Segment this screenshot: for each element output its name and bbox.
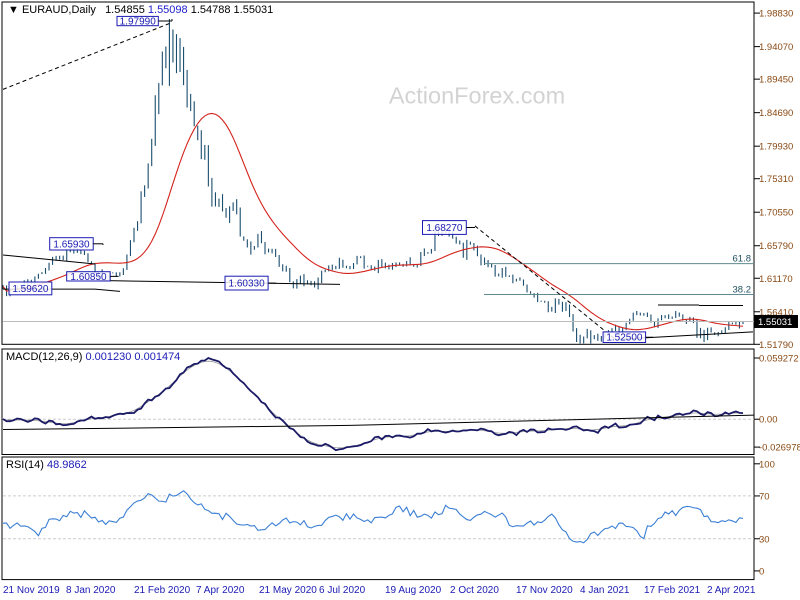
svg-text:-0.026978: -0.026978 [759,442,800,453]
svg-text:1.59620: 1.59620 [12,284,49,295]
svg-text:7 Apr 2020: 7 Apr 2020 [196,585,245,596]
svg-text:30: 30 [759,534,770,545]
svg-text:1.61170: 1.61170 [759,274,793,285]
svg-text:1.65930: 1.65930 [53,239,90,250]
svg-text:19 Aug 2020: 19 Aug 2020 [385,585,442,596]
svg-text:1.55031: 1.55031 [758,317,792,328]
svg-text:21 Nov 2019: 21 Nov 2019 [3,585,60,596]
svg-text:1.65790: 1.65790 [759,241,793,252]
svg-text:▼ EURAUD,Daily 1.54855 1.550: ▼ EURAUD,Daily 1.54855 1.55098 1.54788 1… [8,4,273,16]
svg-text:1.52500: 1.52500 [606,333,643,344]
svg-text:100: 100 [759,459,775,470]
svg-text:0: 0 [759,566,764,577]
svg-text:MACD(12,26,9) 0.001230 0.00147: MACD(12,26,9) 0.001230 0.001474 [6,351,180,363]
svg-text:1.94070: 1.94070 [759,42,793,53]
svg-text:1.68270: 1.68270 [426,223,463,234]
svg-text:21 Feb 2020: 21 Feb 2020 [134,585,191,596]
svg-text:1.89450: 1.89450 [759,75,793,86]
svg-text:RSI(14) 48.9862: RSI(14) 48.9862 [6,459,87,471]
svg-text:61.8: 61.8 [733,254,752,265]
svg-text:1.79930: 1.79930 [759,142,793,153]
svg-text:1.60850: 1.60850 [70,272,107,283]
svg-text:1.97990: 1.97990 [120,17,157,28]
svg-text:21 May 2020: 21 May 2020 [259,585,317,596]
svg-text:17 Nov 2020: 17 Nov 2020 [516,585,573,596]
svg-text:1.84690: 1.84690 [759,108,793,119]
svg-text:17 Feb 2021: 17 Feb 2021 [644,585,701,596]
svg-text:4 Jan 2021: 4 Jan 2021 [580,585,630,596]
svg-text:2 Oct 2020: 2 Oct 2020 [450,585,499,596]
svg-text:6 Jul 2020: 6 Jul 2020 [319,585,366,596]
svg-text:0.00: 0.00 [759,414,778,425]
svg-text:1.70550: 1.70550 [759,208,793,219]
svg-text:38.2: 38.2 [733,285,752,296]
svg-text:70: 70 [759,491,770,502]
svg-text:1.98830: 1.98830 [759,9,793,20]
svg-text:1.60330: 1.60330 [229,279,266,290]
svg-text:ActionForex.com: ActionForex.com [389,83,565,109]
svg-text:1.75310: 1.75310 [759,174,793,185]
svg-text:0.059272: 0.059272 [759,353,799,364]
svg-text:8 Jan 2020: 8 Jan 2020 [66,585,116,596]
svg-text:2 Apr 2021: 2 Apr 2021 [707,585,756,596]
